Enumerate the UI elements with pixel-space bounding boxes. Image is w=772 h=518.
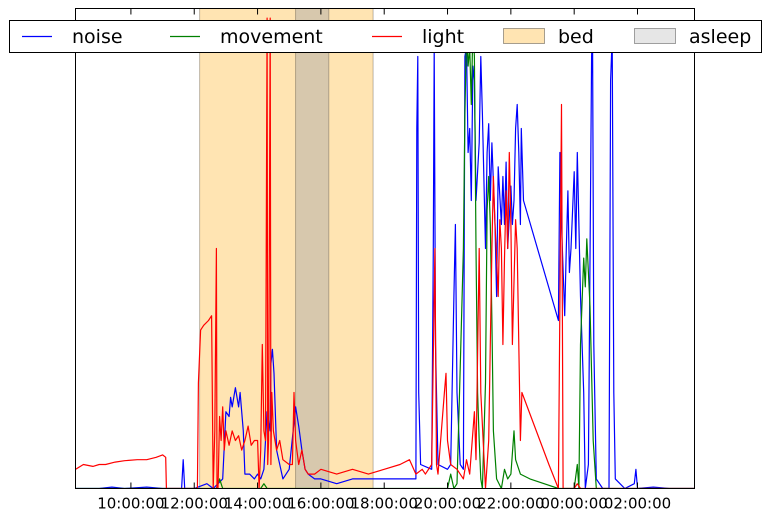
legend-label-asleep: asleep — [689, 26, 751, 48]
series-line-light — [75, 17, 695, 489]
legend-label-bed: bed — [558, 26, 594, 48]
x-tick-label: 16:00:00 — [287, 495, 354, 513]
legend-label-movement: movement — [220, 26, 323, 48]
plot-frame — [75, 8, 695, 489]
band-bed — [199, 8, 374, 489]
legend-marker-asleep — [634, 28, 676, 44]
series-layer — [75, 17, 695, 489]
series-line-noise — [75, 27, 695, 489]
legend: noise movement light bed asleep — [9, 20, 762, 53]
legend-marker-bed — [503, 28, 545, 44]
x-axis: 10:00:0012:00:0014:00:0016:00:0018:00:00… — [97, 8, 671, 513]
legend-label-noise: noise — [72, 26, 123, 48]
x-tick-label: 18:00:00 — [351, 495, 418, 513]
legend-label-light: light — [422, 26, 464, 48]
x-tick-label: 12:00:00 — [161, 495, 228, 513]
x-tick-label: 14:00:00 — [224, 495, 291, 513]
band-layer — [199, 8, 374, 489]
x-tick-label: 02:00:00 — [604, 495, 671, 513]
x-tick-label: 20:00:00 — [414, 495, 481, 513]
series-line-movement — [75, 27, 695, 489]
x-tick-label: 22:00:00 — [477, 495, 544, 513]
band-asleep — [295, 8, 330, 489]
x-tick-label: 00:00:00 — [540, 495, 607, 513]
x-tick-label: 10:00:00 — [97, 495, 164, 513]
